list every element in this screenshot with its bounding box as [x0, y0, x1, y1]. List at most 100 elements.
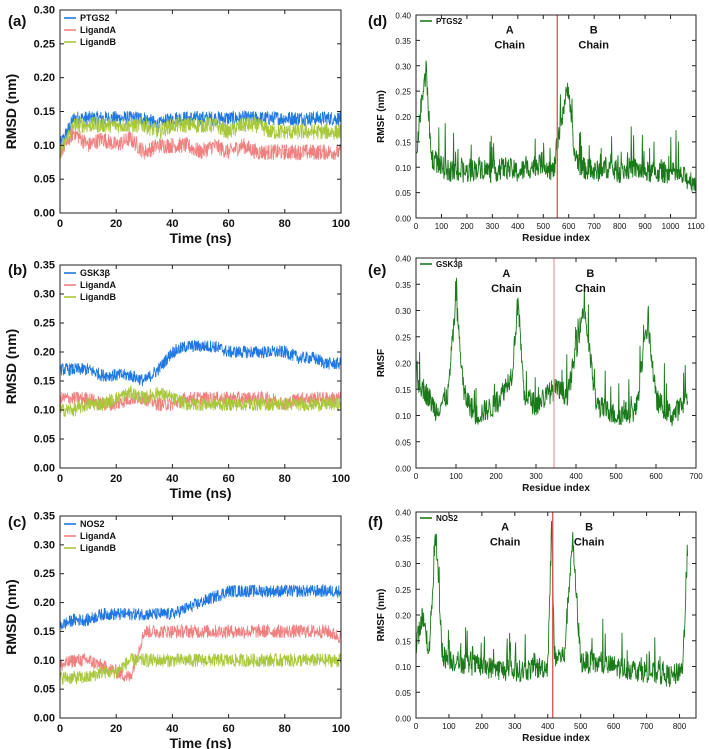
y-tick-label: 0.05: [395, 689, 411, 698]
y-tick-label: 0.00: [34, 463, 55, 475]
y-axis-title: RMSD (nm): [3, 74, 19, 149]
plot-frame: [59, 515, 342, 719]
chain-a-label: A: [506, 24, 514, 36]
y-tick-label: 0.20: [395, 360, 411, 369]
x-tick-label: 100: [332, 473, 350, 485]
x-tick-label: 20: [110, 723, 122, 735]
series-line-ptgs2: [416, 60, 696, 192]
x-axis-title: Residue index: [522, 733, 590, 744]
x-tick-label: 500: [609, 472, 623, 481]
y-tick-label: 0.05: [34, 434, 55, 446]
series-line-liganda: [60, 623, 341, 683]
legend-label: PTGS2: [436, 17, 463, 26]
chart-panel-a: (a) 0.00 0.05 0.10 0.15 0.20 0.25 0.30 0 20 40 60 80…: [3, 5, 350, 247]
x-tick-label: 800: [613, 222, 627, 231]
x-tick-label: 200: [475, 722, 489, 731]
panel-label: (e): [368, 262, 386, 279]
x-tick-label: 400: [541, 722, 555, 731]
y-tick-label: 0.00: [34, 713, 55, 725]
y-tick-label: 0.10: [395, 164, 411, 173]
x-axis-title: Residue index: [522, 483, 590, 494]
plot-frame: [415, 511, 697, 719]
y-tick-label: 0.30: [34, 539, 55, 551]
x-tick-label: 600: [649, 472, 663, 481]
y-tick-label: 0.05: [34, 684, 55, 696]
x-tick-label: 100: [435, 222, 449, 231]
x-tick-label: 200: [460, 222, 474, 231]
y-tick-label: 0.30: [395, 62, 411, 71]
chain-b-label: B: [585, 522, 593, 534]
x-tick-label: 20: [110, 218, 122, 230]
x-tick-label: 500: [537, 222, 551, 231]
x-tick-label: 1000: [662, 222, 680, 231]
y-tick-label: 0.35: [395, 534, 411, 543]
chain-a-label: Chain: [491, 283, 522, 295]
x-axis-title: Time (ns): [170, 230, 232, 246]
y-axis-title: RMSD (nm): [3, 329, 19, 404]
x-tick-label: 100: [449, 472, 463, 481]
y-axis-title: RMSD (nm): [3, 579, 19, 654]
series-line-gsk3β: [60, 340, 341, 387]
x-axis-title: Time (ns): [170, 735, 232, 749]
x-tick-label: 0: [414, 222, 419, 231]
x-tick-label: 100: [332, 218, 350, 230]
y-tick-label: 0.20: [34, 597, 55, 609]
y-tick-label: 0.30: [395, 560, 411, 569]
y-tick-label: 0.00: [34, 208, 55, 220]
chain-b-label: B: [586, 268, 594, 280]
y-tick-label: 0.15: [34, 626, 55, 638]
y-tick-label: 0.25: [34, 568, 55, 580]
legend-label: NOS2: [80, 519, 105, 529]
y-tick-label: 0.15: [395, 386, 411, 395]
legend-label: PTGS2: [80, 13, 110, 23]
y-tick-label: 0.15: [34, 106, 55, 118]
x-tick-label: 300: [529, 472, 543, 481]
x-tick-label: 20: [110, 473, 122, 485]
x-tick-label: 0: [414, 472, 419, 481]
y-tick-label: 0.25: [395, 333, 411, 342]
series-line-ptgs2: [60, 110, 341, 148]
x-tick-label: 200: [489, 472, 503, 481]
chart-panel-b: (b) 0.00 0.05 0.10 0.15 0.20 0.25 0.30 0.35 0 20 40…: [3, 260, 350, 502]
plot-frame: [59, 264, 342, 469]
x-axis-title: Time (ns): [170, 485, 232, 501]
plot-frame: [415, 257, 697, 469]
y-tick-label: 0.40: [395, 509, 411, 518]
panel-label: (f): [368, 514, 383, 531]
panel-label: (d): [368, 13, 387, 30]
x-tick-label: 300: [486, 222, 500, 231]
x-tick-label: 600: [607, 722, 621, 731]
chain-a-label: A: [501, 522, 509, 534]
y-tick-label: 0.35: [34, 511, 55, 523]
legend-label: LigandA: [80, 280, 116, 290]
x-tick-label: 700: [640, 722, 654, 731]
x-tick-label: 400: [569, 472, 583, 481]
series-line-ligandb: [60, 385, 341, 417]
x-tick-label: 100: [442, 722, 456, 731]
y-tick-label: 0.20: [34, 72, 55, 84]
y-tick-label: 0.10: [395, 663, 411, 672]
legend-label: NOS2: [436, 514, 458, 523]
x-tick-label: 1100: [687, 222, 705, 231]
chart-panel-e: (e) A Chain B Chain 0.00 0.05 0.10 0.15 0.20 0.25 0…: [368, 255, 703, 495]
y-tick-label: 0.00: [395, 465, 411, 474]
y-tick-label: 0.10: [395, 412, 411, 421]
x-tick-label: 0: [57, 218, 63, 230]
y-tick-label: 0.10: [34, 405, 55, 417]
legend-label: GSK3β: [436, 260, 463, 269]
series-line-liganda: [60, 390, 341, 412]
y-tick-label: 0.20: [395, 612, 411, 621]
x-tick-label: 300: [508, 722, 522, 731]
x-tick-label: 700: [588, 222, 602, 231]
series-line-nos2: [416, 520, 689, 688]
y-tick-label: 0.10: [34, 140, 55, 152]
y-tick-label: 0.25: [395, 88, 411, 97]
y-tick-label: 0.20: [395, 113, 411, 122]
series-line-gsk3β: [416, 277, 689, 427]
y-tick-label: 0.20: [34, 347, 55, 359]
x-tick-label: 900: [638, 222, 652, 231]
x-tick-label: 800: [673, 722, 687, 731]
x-axis-title: Residue index: [522, 233, 590, 244]
chain-a-label: A: [502, 268, 510, 280]
x-tick-label: 700: [689, 472, 703, 481]
